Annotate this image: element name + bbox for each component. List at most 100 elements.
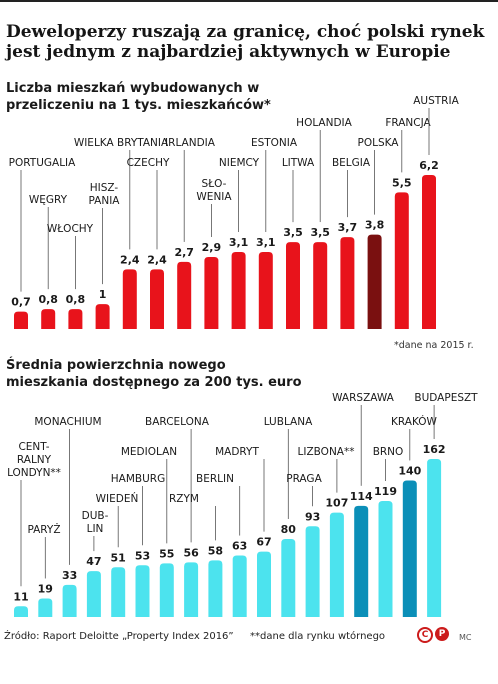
- chart2-value-label: 53: [135, 549, 150, 562]
- chart2-value-label: 51: [111, 551, 126, 564]
- chart1-category-label: WIELKA BRYTANIA: [74, 137, 169, 149]
- chart2-value-label: 93: [305, 510, 320, 523]
- chart2-value-label: 19: [38, 582, 53, 595]
- chart2-category-label: KRAKÓW: [391, 415, 438, 428]
- chart1-bar: [313, 242, 328, 329]
- chart2-bar: [402, 480, 417, 617]
- chart1-value-label: 0,8: [66, 293, 86, 306]
- chart2-bar: [305, 526, 320, 617]
- chart2-category-label: WARSZAWA: [332, 392, 395, 404]
- chart2-category-label: BUDAPESZT: [414, 392, 478, 404]
- chart2-bar: [159, 563, 174, 617]
- chart1-value-label: 2,4: [147, 253, 167, 266]
- chart1-category-label: IRLANDIA: [165, 137, 216, 149]
- chart2-value-label: 56: [183, 546, 199, 559]
- chart2-category-label: RZYM: [169, 493, 199, 505]
- chart1-category-label: BELGIA: [332, 157, 371, 169]
- chart1-bar: [394, 192, 409, 329]
- chart2-value-label: 47: [86, 555, 101, 568]
- publisher-logo: P: [435, 627, 449, 641]
- chart1-bar: [367, 234, 382, 329]
- chart1-category-label: SŁO-WENIA: [196, 178, 232, 203]
- chart1-title: Liczba mieszkań wybudowanych w przelicze…: [6, 81, 271, 113]
- chart1-bar: [177, 261, 192, 329]
- chart2-bar: [135, 565, 150, 617]
- chart1-bar: [41, 309, 56, 329]
- chart2-value-label: 119: [374, 485, 397, 498]
- chart2-bar: [427, 459, 442, 617]
- chart2-bar: [62, 584, 77, 617]
- chart2-value-label: 114: [350, 490, 373, 503]
- chart2-bar: [14, 606, 28, 617]
- chart2-bar: [111, 567, 126, 617]
- chart2-category-label: BERLIN: [196, 473, 234, 485]
- chart1-bar: [95, 304, 110, 329]
- chart1-value-label: 3,1: [229, 236, 249, 249]
- chart1-category-label: LITWA: [282, 157, 315, 169]
- chart2-category-label: LIZBONA**: [298, 446, 355, 458]
- chart2-value-label: 33: [62, 569, 77, 582]
- chart2-bar: [86, 571, 101, 617]
- chart2-category-label: HAMBURG: [111, 473, 165, 485]
- chart2-bar: [329, 512, 344, 617]
- chart2-value-label: 67: [256, 536, 271, 549]
- top-rule: [0, 0, 498, 2]
- chart2-value-label: 58: [208, 544, 223, 557]
- chart2-bar: [38, 598, 53, 617]
- chart2-category-label: BARCELONA: [145, 416, 210, 428]
- chart1-value-label: 3,5: [283, 226, 303, 239]
- chart1-bar: [14, 311, 28, 329]
- chart1-bar: [204, 256, 219, 329]
- chart1-value-label: 3,8: [365, 219, 385, 232]
- chart1-bar: [122, 269, 137, 329]
- chart2-value-label: 55: [159, 547, 174, 560]
- chart1-value-label: 2,4: [120, 253, 140, 266]
- chart2-value-label: 107: [325, 497, 348, 510]
- chart1-category-label: WŁOCHY: [47, 223, 94, 235]
- chart2-bar: [378, 500, 393, 617]
- chart2-value-label: 162: [423, 443, 446, 456]
- chart1-bar: [422, 175, 436, 329]
- chart2-category-label: MEDIOLAN: [121, 446, 177, 458]
- chart1-category-label: WĘGRY: [29, 194, 68, 206]
- chart2-category-label: PRAGA: [286, 473, 322, 485]
- chart1-value-label: 6,2: [419, 159, 439, 172]
- chart1-category-label: CZECHY: [127, 157, 170, 169]
- chart2-bar: [257, 551, 271, 617]
- chart2-title: Średnia powierzchnia nowego mieszkania d…: [6, 358, 302, 390]
- chart1-bar: [286, 242, 300, 329]
- chart2-value-label: 63: [232, 540, 247, 553]
- copyright-logo: C: [417, 627, 433, 643]
- chart1-value-label: 3,1: [256, 236, 276, 249]
- chart2-bar: [184, 562, 199, 617]
- chart1-bar: [258, 252, 273, 329]
- chart1-category-label: FRANCJA: [385, 117, 431, 129]
- chart2-value-label: 80: [281, 523, 297, 536]
- chart2-bar: [281, 538, 296, 617]
- chart2-category-label: WIEDEŃ: [96, 492, 139, 505]
- chart1-bar: [150, 269, 164, 329]
- chart1-value-label: 2,7: [174, 246, 194, 259]
- chart1-bar: [340, 237, 355, 329]
- chart1-bar: [231, 252, 246, 329]
- page-title: Deweloperzy ruszają za granicę, choć pol…: [6, 22, 485, 62]
- chart1-value-label: 1: [99, 288, 107, 301]
- chart2-category-label: MADRYT: [215, 446, 259, 458]
- chart1-category-label: AUSTRIA: [413, 95, 459, 107]
- chart1-category-label: NIEMCY: [219, 157, 260, 169]
- chart2-category-label: LUBLANA: [264, 416, 313, 428]
- chart1-value-label: 0,8: [38, 293, 58, 306]
- chart1-note: *dane na 2015 r.: [394, 340, 474, 351]
- chart1-value-label: 5,5: [392, 176, 412, 189]
- chart1-category-label: POLSKA: [358, 137, 400, 149]
- chart2-category-label: DUB-LIN: [82, 510, 109, 535]
- chart1-value-label: 3,5: [310, 226, 330, 239]
- chart1-category-label: HISZ-PANIA: [89, 182, 121, 207]
- chart1-bar: [68, 309, 83, 329]
- chart2-bar: [232, 555, 247, 617]
- chart1-value-label: 2,9: [202, 241, 222, 254]
- chart2-category-label: BRNO: [373, 446, 404, 458]
- chart2-value-label: 140: [398, 464, 421, 477]
- chart2-bar: [208, 560, 223, 617]
